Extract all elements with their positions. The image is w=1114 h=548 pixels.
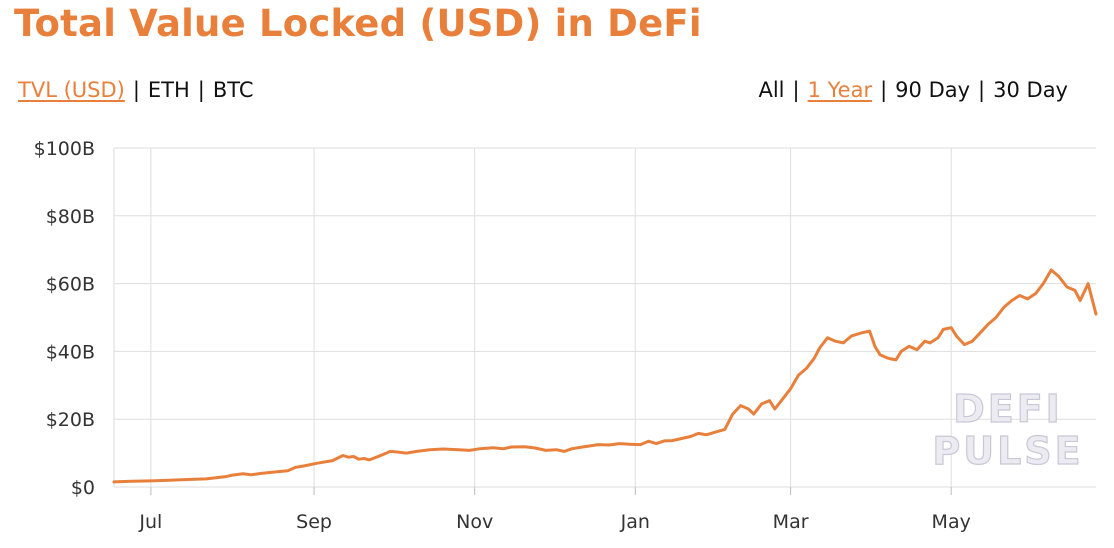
x-tick-label: Nov [456,511,493,533]
page-title: Total Value Locked (USD) in DeFi [14,2,702,45]
tab-range-all[interactable]: All [758,78,785,102]
defi-pulse-watermark: DEFI PULSE [932,386,1083,473]
metric-tabs: TVL (USD) | ETH | BTC [18,78,254,102]
tvl-series-line [112,268,1098,484]
watermark-line-2: PULSE [932,429,1083,473]
tab-separator: | [978,78,986,102]
y-tick-label: $0 [71,477,95,499]
chart-ticks: $0 $20B $40B $60B $80B $100B Jul Sep Nov Jan Mar Ma… [34,138,971,533]
tab-separator: | [132,78,140,102]
x-tick-label: Sep [296,511,332,533]
x-tick-label: May [932,511,971,533]
chart-series [112,268,1098,484]
tab-btc[interactable]: BTC [212,78,254,102]
x-tick-label: Jul [138,511,162,533]
x-tick-label: Jan [620,511,650,533]
y-tick-label: $40B [46,341,95,363]
y-tick-label: $60B [46,274,95,296]
y-tick-label: $20B [46,409,95,431]
tab-separator: | [197,78,205,102]
tab-range-30-day[interactable]: 30 Day [993,78,1068,102]
chart-grid [113,147,1096,495]
range-tabs: All | 1 Year | 90 Day | 30 Day [758,78,1068,102]
tab-eth[interactable]: ETH [147,78,190,102]
tab-separator: | [880,78,888,102]
x-tick-label: Mar [773,511,809,533]
y-tick-label: $80B [46,206,95,228]
tab-tvl-usd[interactable]: TVL (USD) [18,78,125,102]
watermark-line-1: DEFI [953,387,1063,431]
tab-range-90-day[interactable]: 90 Day [895,78,971,102]
tab-separator: | [792,78,800,102]
tab-range-1-year[interactable]: 1 Year [807,78,873,102]
y-tick-label: $100B [34,138,95,160]
